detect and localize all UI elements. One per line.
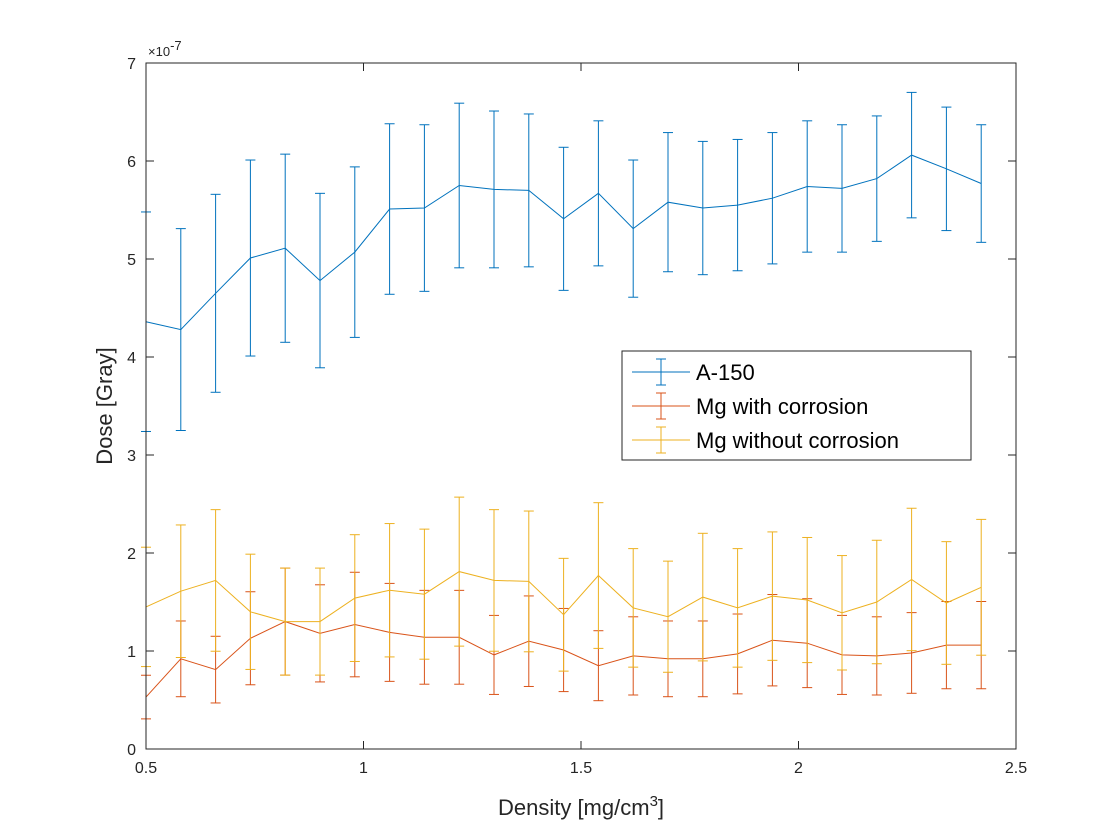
x-tick-label: 1 [359, 760, 368, 777]
y-tick-label: 4 [127, 350, 136, 367]
series-line [145, 154, 982, 331]
y-tick-label: 5 [127, 252, 136, 269]
y-exponent-power: -7 [170, 38, 182, 53]
y-tick-label: 7 [127, 56, 136, 73]
y-axis-label: Dose [Gray] [92, 347, 117, 464]
x-tick-label: 2.5 [1005, 760, 1027, 777]
x-tick-label: 1.5 [570, 760, 592, 777]
y-exponent-label: ×10-7 [148, 38, 182, 59]
series-1 [141, 91, 987, 432]
x-axis-label-superscript: 3 [650, 793, 658, 810]
y-tick-label: 6 [127, 154, 136, 171]
series-3 [141, 496, 987, 676]
ticks-layer: 0.5 1 1.5 2 2.5 0 1 2 3 4 5 6 7 [127, 56, 1027, 777]
x-axis-label-close: ] [658, 795, 664, 820]
y-tick-label: 3 [127, 448, 136, 465]
legend-entry-label: A-150 [696, 360, 755, 385]
legend-entry-label: Mg with corrosion [696, 394, 868, 419]
x-tick-label: 2 [794, 760, 803, 777]
y-tick-label: 0 [127, 742, 136, 759]
y-exponent-base: ×10 [148, 44, 170, 59]
series-layer [141, 91, 987, 720]
x-axis-label-text: Density [mg/cm [498, 795, 650, 820]
series-line [145, 571, 982, 623]
y-tick-label: 1 [127, 644, 136, 661]
y-tick-label: 2 [127, 546, 136, 563]
x-tick-label: 0.5 [135, 760, 157, 777]
legend-entry-label: Mg without corrosion [696, 428, 899, 453]
legend: A-150 Mg with corrosion Mg without corrosi… [621, 350, 972, 461]
x-axis-label: Density [mg/cm3] [498, 793, 664, 820]
